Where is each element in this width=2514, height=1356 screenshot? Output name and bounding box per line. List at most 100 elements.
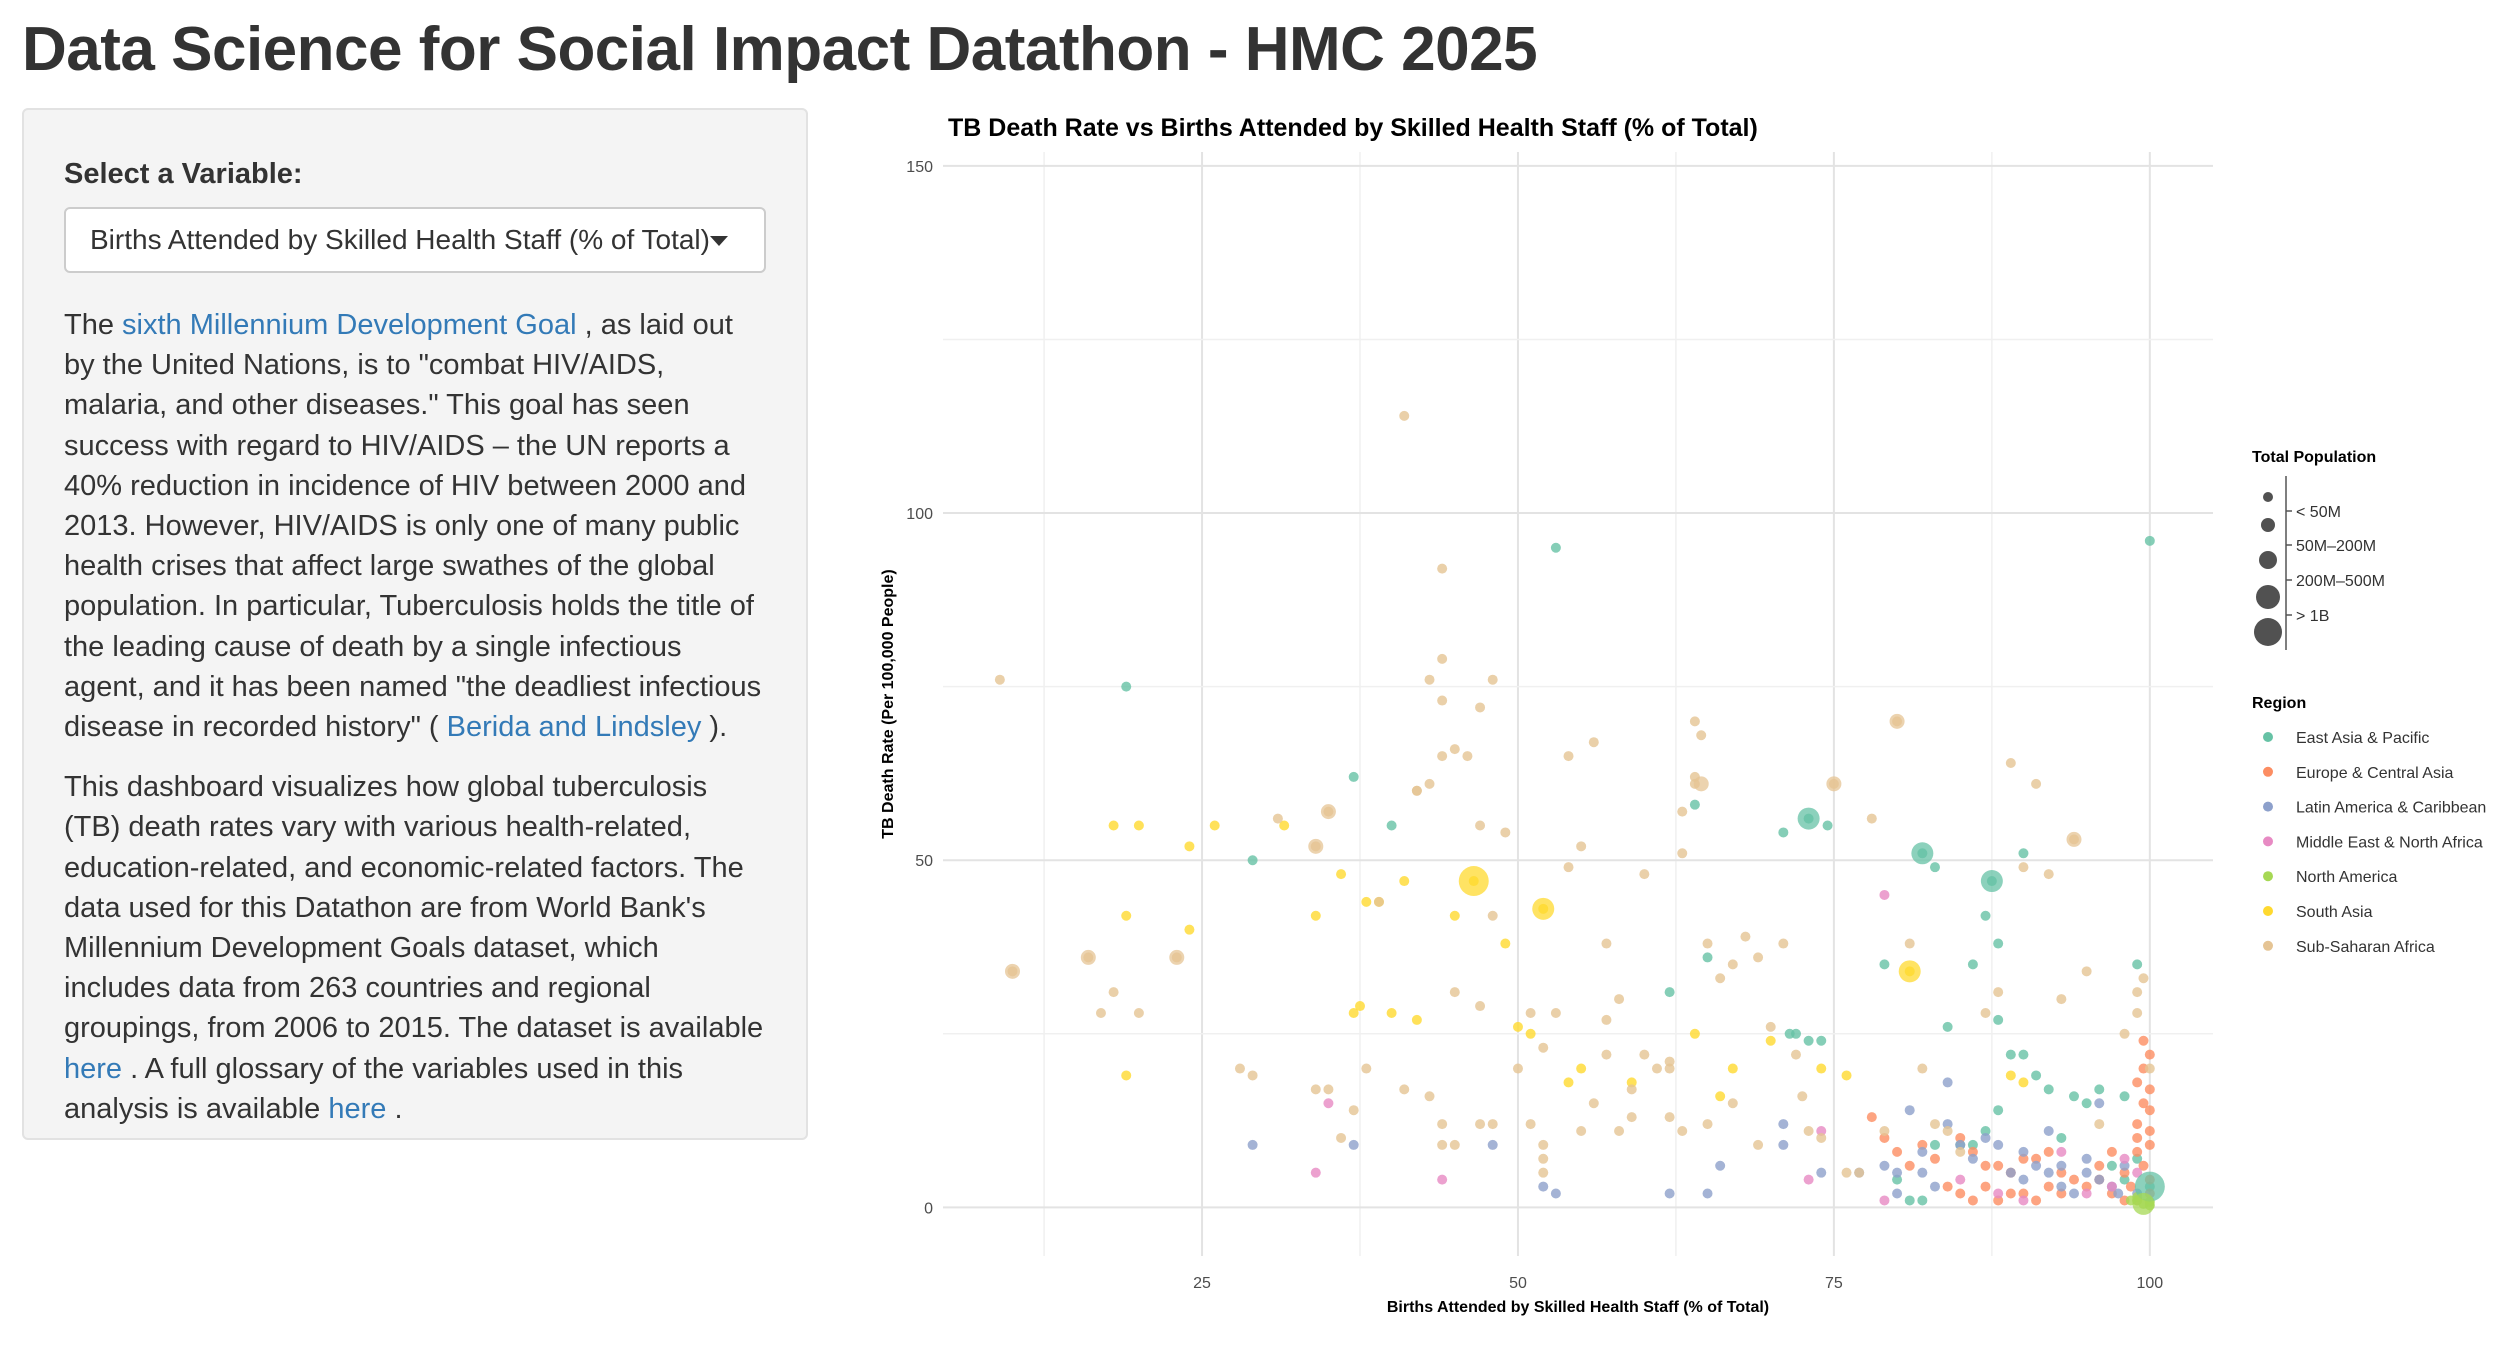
data-point [1664, 987, 1675, 998]
data-point [1664, 1063, 1675, 1074]
data-point-large [1320, 804, 1336, 820]
data-point [1715, 1160, 1726, 1171]
data-point [1475, 702, 1486, 713]
data-point [1373, 896, 1384, 907]
data-point [1310, 1167, 1321, 1178]
data-point [1993, 1188, 2004, 1199]
data-point [1247, 855, 1258, 866]
data-point [1702, 938, 1713, 949]
data-point [1917, 1139, 1928, 1150]
berida-lindsley-link[interactable]: Berida and Lindsley [446, 711, 702, 744]
data-point [1614, 994, 1625, 1005]
chevron-down-icon[interactable] [710, 236, 728, 246]
data-point [2144, 535, 2155, 546]
data-point [1929, 1119, 1940, 1130]
size-legend-key [2259, 551, 2277, 569]
data-point [2031, 1153, 2042, 1164]
data-point [1626, 1112, 1637, 1123]
data-point [1689, 716, 1700, 727]
x-tick-label: 25 [1193, 1275, 1211, 1292]
data-point [1500, 938, 1511, 949]
region-legend-key [2263, 871, 2273, 882]
data-point [1601, 1014, 1612, 1025]
size-legend-title: Total Population [2252, 449, 2376, 466]
description-text-2: . A full glossary of the variables used … [64, 1052, 684, 1125]
data-point [1512, 1063, 1523, 1074]
data-point [1715, 1091, 1726, 1102]
data-point [1323, 1098, 1334, 1109]
glossary-link[interactable]: here [328, 1092, 387, 1125]
data-point [1892, 1146, 1903, 1157]
data-point [1487, 1119, 1498, 1130]
data-point [1512, 1021, 1523, 1032]
data-point [2132, 1167, 2143, 1178]
data-point [1904, 1160, 1915, 1171]
data-point [1929, 1181, 1940, 1192]
data-point [1279, 820, 1290, 831]
data-point [1803, 1035, 1814, 1046]
data-point [1816, 1035, 1827, 1046]
size-legend-label: 50M–200M [2296, 538, 2376, 555]
intro-paragraph: The sixth Millennium Development Goal , … [64, 305, 766, 747]
data-point [1892, 1174, 1903, 1185]
data-point [1386, 1007, 1397, 1018]
data-point [1449, 744, 1460, 755]
data-point [2144, 1126, 2155, 1137]
data-point [2132, 1119, 2143, 1130]
data-point [1917, 1063, 1928, 1074]
data-point [1904, 1105, 1915, 1116]
data-point [1727, 959, 1738, 970]
data-point-large [2066, 831, 2082, 847]
data-point [1576, 1126, 1587, 1137]
data-point [1993, 1139, 2004, 1150]
size-legend-key [2256, 585, 2280, 609]
data-point [1411, 1014, 1422, 1025]
data-point [2119, 1028, 2130, 1039]
data-point [1525, 1028, 1536, 1039]
data-point [2018, 1049, 2029, 1060]
data-point [1841, 1070, 1852, 1081]
data-point [1778, 1139, 1789, 1150]
data-point [2031, 778, 2042, 789]
data-point [1917, 1167, 1928, 1178]
data-point [2132, 1132, 2143, 1143]
variable-select[interactable]: Births Attended by Skilled Health Staff … [64, 207, 766, 273]
data-point [2132, 1146, 2143, 1157]
data-point-large [1005, 963, 1021, 979]
data-point [1967, 959, 1978, 970]
dataset-link[interactable]: here [64, 1052, 123, 1085]
data-point [2119, 1160, 2130, 1171]
region-legend-label: South Asia [2296, 904, 2373, 921]
data-point [2005, 1188, 2016, 1199]
data-point [1904, 1195, 1915, 1206]
data-point [2068, 1188, 2079, 1199]
data-point-large [1889, 713, 1905, 729]
data-point [1184, 924, 1195, 935]
description-text-3: . [386, 1092, 403, 1125]
variable-select-value: Births Attended by Skilled Health Staff … [90, 224, 710, 255]
data-point [1879, 1126, 1890, 1137]
sidebar-panel: Select a Variable: Births Attended by Sk… [22, 108, 808, 1140]
data-point [1942, 1077, 1953, 1088]
region-legend-label: Latin America & Caribbean [2296, 800, 2486, 817]
data-point [1272, 813, 1283, 824]
data-point [1209, 820, 1220, 831]
data-point [1449, 910, 1460, 921]
data-point [1525, 1119, 1536, 1130]
data-point [1247, 1139, 1258, 1150]
data-point [1437, 563, 1448, 574]
data-point [1399, 876, 1410, 887]
mdg-link[interactable]: sixth Millennium Development Goal [122, 309, 577, 341]
chart-title: TB Death Rate vs Births Attended by Skil… [948, 114, 1758, 142]
data-point [2043, 1126, 2054, 1137]
region-legend-key [2263, 906, 2273, 916]
data-point [1538, 1042, 1549, 1053]
data-point [1696, 730, 1707, 741]
data-point [1917, 1195, 1928, 1206]
data-point [2043, 1084, 2054, 1095]
data-point [2138, 1035, 2149, 1046]
data-point [1879, 1132, 1890, 1143]
data-point [1411, 785, 1422, 796]
data-point [1550, 542, 1561, 553]
region-legend-label: Sub-Saharan Africa [2296, 939, 2435, 956]
